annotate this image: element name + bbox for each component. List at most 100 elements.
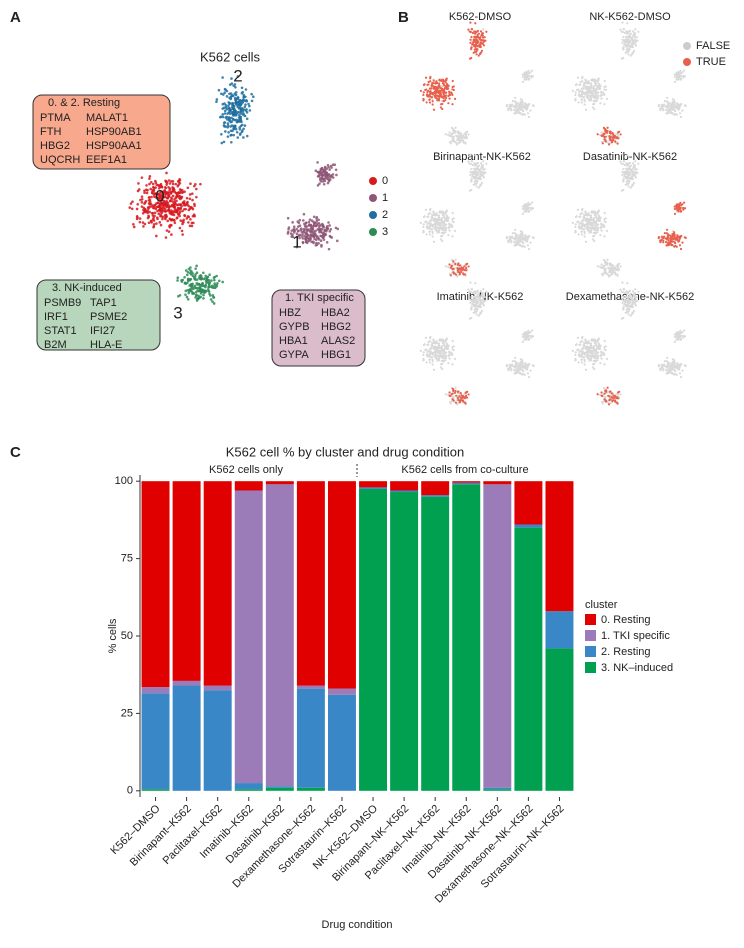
- umap-point: [434, 88, 437, 91]
- umap-point: [431, 103, 434, 106]
- umap-point: [579, 212, 582, 216]
- umap-point: [526, 71, 529, 74]
- umap-point: [660, 366, 663, 369]
- umap-point: [526, 239, 529, 243]
- umap-point: [213, 282, 217, 285]
- umap-point: [590, 92, 593, 95]
- umap-point: [519, 235, 522, 238]
- umap-point: [617, 391, 620, 394]
- umap-point: [428, 219, 432, 222]
- umap-point: [590, 82, 593, 85]
- umap-point: [165, 196, 169, 200]
- umap-point: [604, 260, 607, 263]
- umap-point: [522, 241, 525, 245]
- umap-point: [458, 401, 462, 404]
- umap-point: [602, 352, 605, 355]
- umap-point: [435, 81, 438, 84]
- umap-point: [301, 237, 305, 240]
- umap-point: [165, 171, 168, 175]
- umap-point: [674, 104, 677, 107]
- umap-point: [527, 338, 531, 341]
- umap-point: [250, 99, 254, 103]
- umap-point: [159, 199, 162, 203]
- umap-point: [450, 400, 453, 403]
- umap-point: [621, 41, 624, 44]
- umap-point: [137, 188, 141, 191]
- umap-point: [465, 137, 468, 140]
- umap-point: [164, 236, 168, 239]
- umap-point: [438, 97, 441, 100]
- umap-point: [659, 369, 662, 372]
- umap-point: [671, 98, 674, 101]
- umap-point: [612, 133, 615, 136]
- umap-point: [663, 99, 666, 103]
- umap-point: [614, 395, 617, 398]
- umap-point: [600, 266, 603, 269]
- umap-point: [603, 339, 606, 343]
- umap-point: [620, 162, 623, 165]
- umap-point: [630, 175, 633, 178]
- umap-point: [632, 309, 636, 312]
- umap-point: [228, 108, 232, 112]
- umap-point: [435, 354, 439, 357]
- umap-point: [184, 269, 188, 272]
- umap-point: [625, 30, 628, 33]
- umap-point: [666, 242, 669, 245]
- legend-swatch: [585, 662, 596, 673]
- umap-point: [314, 243, 318, 247]
- umap-point: [476, 171, 479, 175]
- umap-point: [159, 190, 163, 194]
- umap-point: [444, 393, 447, 396]
- umap-point: [452, 269, 455, 272]
- umap-point: [464, 266, 468, 270]
- umap-point: [479, 162, 483, 165]
- umap-point: [220, 132, 223, 136]
- umap-point: [443, 351, 446, 354]
- umap-point: [327, 179, 331, 183]
- umap-point: [178, 197, 182, 201]
- umap-point: [582, 352, 585, 355]
- umap-point: [452, 260, 455, 263]
- umap-point: [525, 337, 528, 340]
- umap-point: [581, 222, 584, 225]
- umap-point: [622, 179, 625, 182]
- umap-point: [472, 172, 476, 176]
- umap-point: [438, 224, 441, 227]
- umap-point: [629, 186, 632, 189]
- umap-point: [300, 230, 303, 234]
- umap-point: [440, 217, 444, 220]
- umap-point: [422, 91, 425, 94]
- umap-point: [592, 85, 596, 88]
- umap-point: [482, 304, 486, 307]
- umap-point: [163, 189, 166, 192]
- umap-point: [178, 210, 182, 214]
- bar-segment: [483, 481, 512, 485]
- umap-point: [677, 77, 680, 80]
- umap-point: [627, 302, 630, 305]
- umap-point: [590, 84, 593, 88]
- umap-point: [442, 78, 445, 81]
- umap-point: [604, 135, 607, 138]
- umap-point: [613, 136, 616, 140]
- bar-segment: [141, 481, 170, 688]
- gene: HLA-E: [90, 339, 122, 351]
- umap-point: [152, 222, 156, 226]
- umap-point: [474, 282, 477, 285]
- umap-point: [443, 95, 447, 98]
- umap-point: [463, 136, 466, 139]
- umap-point: [526, 105, 529, 108]
- umap-point: [227, 116, 231, 119]
- umap-point: [248, 104, 251, 108]
- umap-point: [243, 114, 247, 118]
- umap-point: [478, 298, 481, 301]
- umap-point: [662, 104, 665, 108]
- umap-point: [609, 398, 612, 401]
- umap-point: [435, 341, 438, 344]
- umap-point: [597, 209, 600, 212]
- umap-point: [513, 372, 516, 375]
- umap-point: [590, 224, 593, 227]
- umap-point: [600, 263, 603, 266]
- umap-point: [514, 238, 517, 241]
- umap-point: [447, 234, 450, 237]
- umap-point: [227, 106, 231, 110]
